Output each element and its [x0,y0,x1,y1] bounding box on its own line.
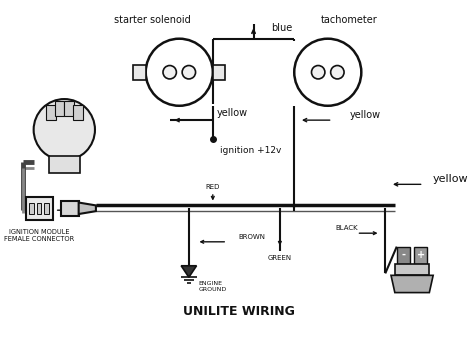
Text: RED: RED [206,184,220,190]
Text: IGNITION MODULE
FEMALE CONNECTOR: IGNITION MODULE FEMALE CONNECTOR [4,230,74,242]
Bar [64,101,74,116]
Circle shape [294,39,361,106]
Bar [62,201,79,216]
Circle shape [163,66,176,79]
Text: GREEN: GREEN [268,255,292,261]
Circle shape [331,66,344,79]
Polygon shape [79,202,96,214]
Bar [213,65,225,80]
Text: +: + [417,250,425,260]
Bar [397,247,410,264]
Polygon shape [181,266,197,277]
Text: tachometer: tachometer [320,15,377,25]
Bar [73,105,82,120]
Text: yellow: yellow [350,110,381,120]
Bar [26,197,53,220]
Text: starter solenoid: starter solenoid [114,15,191,25]
Bar [395,264,429,275]
Text: BROWN: BROWN [239,234,265,240]
Polygon shape [391,275,433,293]
Bar [46,105,55,120]
Bar [44,202,49,214]
Text: yellow: yellow [433,174,469,184]
Text: BLACK: BLACK [336,225,358,232]
Text: ignition +12v: ignition +12v [220,146,282,155]
Text: blue: blue [271,23,292,33]
Circle shape [182,66,196,79]
Bar [133,65,146,80]
Bar [49,155,80,173]
Text: yellow: yellow [217,108,247,118]
Text: UNILITE WIRING: UNILITE WIRING [183,305,295,318]
Bar [414,247,428,264]
Text: -: - [401,250,405,260]
Bar [29,202,34,214]
Bar [55,101,64,116]
Circle shape [311,66,325,79]
Text: ENGINE
GROUND: ENGINE GROUND [199,282,227,292]
Circle shape [34,99,95,160]
Circle shape [146,39,213,106]
Bar [36,202,41,214]
